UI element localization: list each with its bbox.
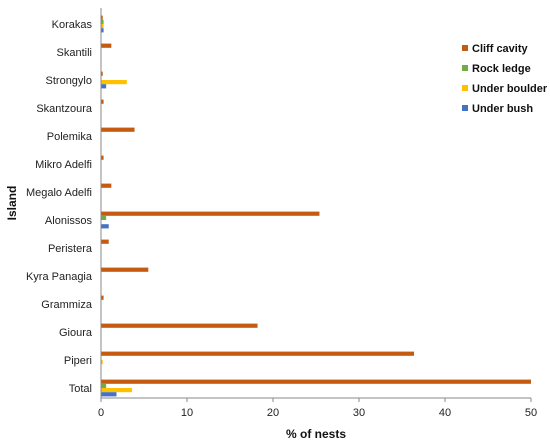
bar <box>101 351 415 356</box>
y-axis-title: Island <box>5 186 19 221</box>
bar <box>101 239 109 244</box>
ticks: 0 10 20 30 40 50 <box>98 398 537 419</box>
bar <box>101 323 258 328</box>
x-tick-label: 0 <box>98 407 104 419</box>
bar <box>101 80 127 85</box>
y-tick-label: Grammiza <box>41 299 93 311</box>
y-tick-label: Mikro Adelfi <box>35 159 92 171</box>
bar <box>101 24 104 29</box>
y-tick-label: Gioura <box>59 327 93 339</box>
bar <box>101 71 103 76</box>
legend-label: Rock ledge <box>472 63 531 75</box>
bar <box>101 267 149 272</box>
legend-swatch <box>462 65 468 71</box>
x-tick-label: 30 <box>353 407 365 419</box>
y-tick-label: Megalo Adelfi <box>26 187 92 199</box>
legend-swatch <box>462 85 468 91</box>
bar <box>101 15 103 20</box>
bar <box>101 84 107 89</box>
bar <box>101 183 112 188</box>
bar <box>101 383 107 388</box>
y-tick-label: Kyra Panagia <box>26 271 93 283</box>
x-tick-label: 40 <box>439 407 451 419</box>
legend-swatch <box>462 45 468 51</box>
bar <box>101 224 109 229</box>
x-tick-label: 10 <box>181 407 193 419</box>
bar <box>101 360 103 365</box>
bars <box>101 15 531 397</box>
bar <box>101 211 320 216</box>
x-tick-label: 50 <box>525 407 537 419</box>
bar <box>101 379 531 384</box>
y-tick-label: Skantili <box>57 47 92 59</box>
legend-label: Under boulder <box>472 83 548 95</box>
legend: Cliff cavity Rock ledge Under boulder Under… <box>462 43 548 115</box>
y-tick-label: Peristera <box>48 243 93 255</box>
bar <box>101 155 104 160</box>
bar <box>101 28 104 33</box>
bar <box>101 43 112 48</box>
legend-label: Cliff cavity <box>472 43 529 55</box>
y-tick-label: Strongylo <box>46 75 92 87</box>
bar <box>101 99 104 104</box>
bar <box>101 127 135 132</box>
y-tick-label: Polemika <box>47 131 93 143</box>
y-tick-label: Piperi <box>64 355 92 367</box>
legend-label: Under bush <box>472 103 533 115</box>
y-tick-labels: Korakas Skantili Strongylo Skantzoura Polemi… <box>26 19 93 395</box>
bar <box>101 388 132 393</box>
bar <box>101 215 107 220</box>
bar <box>101 295 104 300</box>
legend-swatch <box>462 105 468 111</box>
x-tick-label: 20 <box>267 407 279 419</box>
y-tick-label: Korakas <box>52 19 93 31</box>
y-tick-label: Skantzoura <box>36 103 93 115</box>
y-tick-label: Total <box>69 383 92 395</box>
axes <box>100 8 531 399</box>
bar <box>101 392 117 397</box>
x-axis-title: % of nests <box>286 427 346 441</box>
bar <box>101 19 104 24</box>
y-tick-label: Alonissos <box>45 215 93 227</box>
